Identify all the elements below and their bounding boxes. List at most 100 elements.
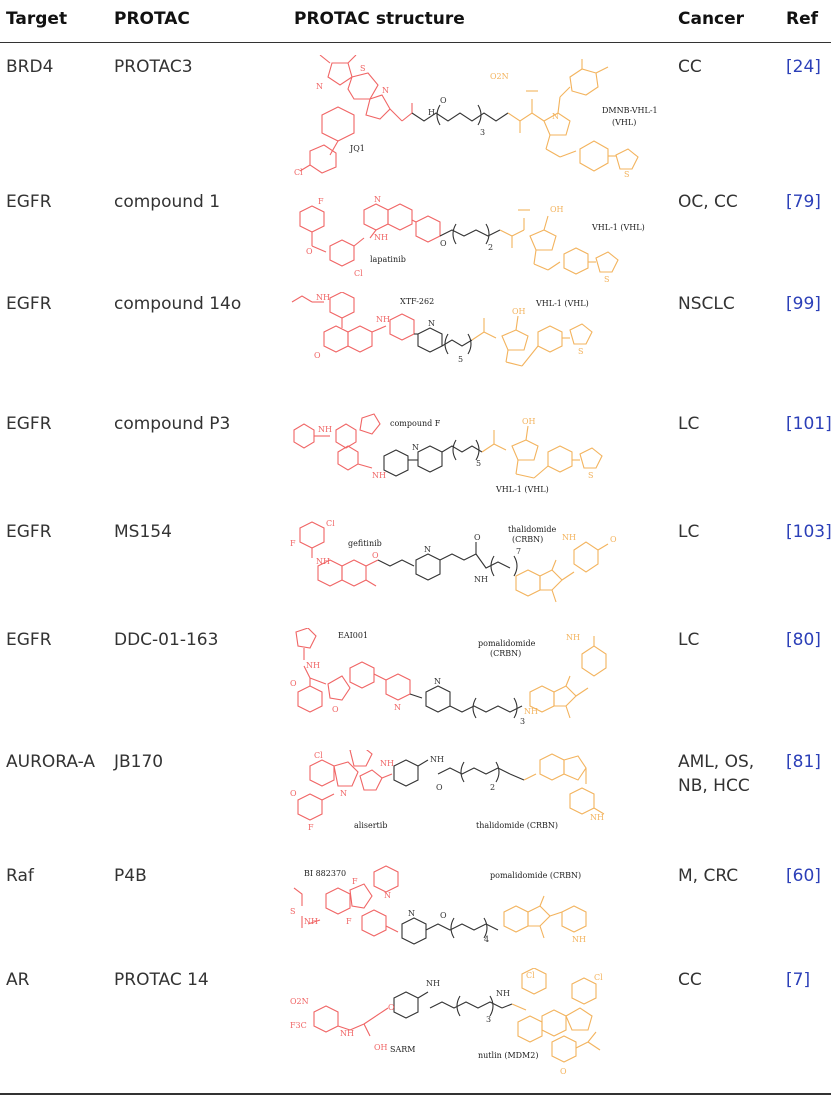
atom-cf3: F3C bbox=[290, 1021, 307, 1030]
atom-nh: NH bbox=[304, 917, 318, 926]
cell-protac: PROTAC3 bbox=[114, 57, 193, 77]
label-warhead: EAI001 bbox=[338, 631, 368, 640]
label-ligand: VHL-1 (VHL) bbox=[535, 299, 589, 308]
ligand-pomalidomide bbox=[503, 895, 587, 939]
linker-peg bbox=[393, 759, 525, 787]
atom-nh: NH bbox=[566, 633, 580, 642]
label-e3: (CRBN) bbox=[512, 535, 543, 544]
cell-ref-link[interactable]: [60] bbox=[786, 866, 821, 886]
cell-ref-link[interactable]: [103] bbox=[786, 522, 831, 542]
cell-target: AR bbox=[6, 970, 30, 990]
cell-protac: compound P3 bbox=[114, 414, 231, 434]
label-warhead: alisertib bbox=[354, 821, 387, 830]
atom-no2: O2N bbox=[490, 72, 509, 81]
table-row: EGFR compound 1 bbox=[0, 190, 831, 290]
label-ligand: pomalidomide bbox=[478, 639, 536, 648]
atom-nh: NH bbox=[316, 293, 330, 302]
atom-nh: NH bbox=[372, 471, 386, 480]
label-ligand: pomalidomide (CRBN) bbox=[490, 871, 581, 880]
label-warhead: BI 882370 bbox=[304, 869, 346, 878]
structure-p4b: S NH F F N N O 4 NH BI 882370 pomalidomi… bbox=[290, 865, 587, 945]
atom-cl: Cl bbox=[354, 269, 363, 278]
atom-f: F bbox=[308, 823, 314, 832]
atom-h: H bbox=[428, 108, 435, 117]
cell-target: AURORA-A bbox=[6, 752, 96, 772]
cell-ref-link[interactable]: [80] bbox=[786, 630, 821, 650]
atom-nh: NH bbox=[590, 813, 604, 822]
table-row: AR PROTAC 14 bbox=[0, 968, 831, 1090]
atom-nh: NH bbox=[376, 315, 390, 324]
warhead-compound-f bbox=[293, 413, 381, 471]
cell-ref-link[interactable]: [99] bbox=[786, 294, 821, 314]
warhead-eai001 bbox=[295, 628, 411, 713]
table-row: EGFR DDC-01-163 bbox=[0, 628, 831, 746]
atom-o: O bbox=[332, 705, 339, 714]
atom-nh: NH bbox=[380, 759, 394, 768]
table-row: EGFR MS154 bbox=[0, 520, 831, 628]
ligand-thalidomide bbox=[515, 541, 609, 603]
atom-sub7: 7 bbox=[516, 547, 521, 556]
cell-cancer: OC, CC bbox=[678, 192, 738, 212]
atom-sub3: 3 bbox=[480, 128, 485, 137]
linker-alkyl bbox=[377, 542, 518, 581]
structure-ms154: Cl F NH O N O NH 7 NH O gefitinib thalid… bbox=[290, 520, 617, 603]
atom-nh: NH bbox=[426, 979, 440, 988]
atom-nh: NH bbox=[318, 425, 332, 434]
structure-compound-14o: NH O NH N 5 OH S XTF-262 VHL-1 (VHL) bbox=[291, 292, 593, 367]
structure-ddc-01-163: NH O O N N 3 NH NH EAI001 pomalidomide (… bbox=[290, 628, 607, 726]
label-ligand: VHL-1 (VHL) bbox=[591, 223, 645, 232]
atom-s: S bbox=[624, 170, 629, 179]
cell-cancer: AML, OS, NB, HCC bbox=[678, 752, 755, 796]
header-ref: Ref bbox=[786, 9, 819, 29]
atom-oh: OH bbox=[512, 307, 526, 316]
cell-ref-link[interactable]: [24] bbox=[786, 57, 821, 77]
warhead-sarm bbox=[313, 1005, 389, 1037]
atom-sub2: 2 bbox=[490, 783, 495, 792]
atom-o: O bbox=[372, 551, 379, 560]
atom-no2: O2N bbox=[290, 997, 309, 1006]
atom-f: F bbox=[318, 197, 324, 206]
atom-nh: NH bbox=[524, 707, 538, 716]
label-ligand: thalidomide (CRBN) bbox=[476, 821, 558, 830]
atom-n: N bbox=[412, 443, 419, 452]
label-ligand: thalidomide bbox=[508, 525, 556, 534]
cell-ref-link[interactable]: [79] bbox=[786, 192, 821, 212]
atom-s: S bbox=[588, 471, 593, 480]
atom-oh: OH bbox=[522, 417, 536, 426]
structure-protac-14: O2N F3C NH OH O NH 3 NH Cl Cl O SARM nut… bbox=[290, 968, 603, 1076]
atom-o: O bbox=[610, 535, 617, 544]
cell-protac: JB170 bbox=[114, 752, 164, 772]
atom-sub4: 4 bbox=[484, 935, 489, 944]
ligand-nutlin bbox=[511, 968, 601, 1063]
header-cancer: Cancer bbox=[678, 9, 745, 29]
atom-cl: Cl bbox=[326, 520, 335, 528]
ligand-vhl-1 bbox=[481, 425, 603, 479]
label-e3: (CRBN) bbox=[490, 649, 521, 658]
cell-cancer: LC bbox=[678, 630, 700, 650]
structure-compound-p3: NH NH N 5 OH S compound F VHL-1 (VHL) bbox=[293, 413, 603, 494]
table-row: EGFR compound 14o bbox=[0, 292, 831, 412]
header-rule bbox=[0, 42, 831, 43]
atom-cl: Cl bbox=[526, 971, 535, 980]
warhead-xtf-262 bbox=[291, 292, 415, 353]
ligand-pomalidomide bbox=[529, 636, 607, 719]
structure-jb170: Cl O N F NH NH O 2 NH alisertib thalidom… bbox=[290, 750, 605, 832]
atom-nh: NH bbox=[562, 533, 576, 542]
atom-sub3: 3 bbox=[486, 1015, 491, 1024]
atom-oh: OH bbox=[550, 205, 564, 214]
atom-o: O bbox=[440, 911, 447, 920]
atom-n: N bbox=[434, 677, 441, 686]
cell-ref-link[interactable]: [101] bbox=[786, 414, 831, 434]
cell-target: EGFR bbox=[6, 630, 52, 650]
table-row: BRD4 PROTAC3 bbox=[0, 55, 831, 190]
warhead-lapatinib bbox=[299, 203, 441, 267]
table-row: AURORA-A JB170 bbox=[0, 750, 831, 862]
atom-nh: NH bbox=[340, 1029, 354, 1038]
header-structure: PROTAC structure bbox=[294, 9, 465, 29]
cell-ref-link[interactable]: [7] bbox=[786, 970, 811, 990]
cell-ref-link[interactable]: [81] bbox=[786, 752, 821, 772]
atom-o: O bbox=[388, 1003, 395, 1012]
structure-protac3: N S N Cl H O 3 O2N N S JQ1 DMNB-VHL-1 (V… bbox=[294, 55, 658, 179]
cell-cancer: M, CRC bbox=[678, 866, 739, 886]
atom-cl: Cl bbox=[294, 168, 303, 177]
